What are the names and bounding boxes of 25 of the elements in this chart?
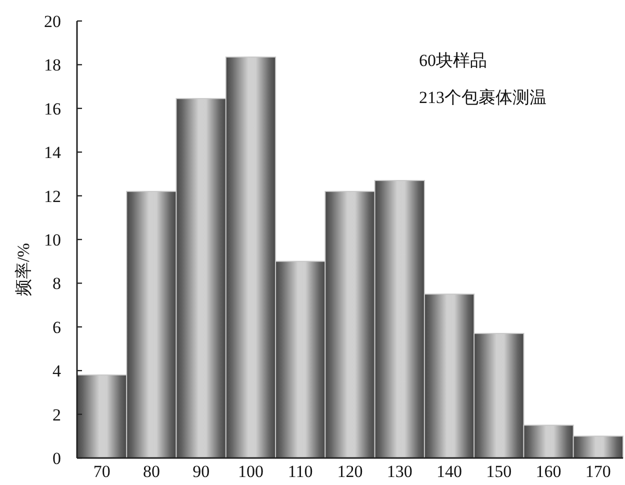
y-axis-title: 频率/% — [14, 243, 33, 296]
y-tick-label: 20 — [44, 12, 61, 31]
y-tick-label: 0 — [52, 449, 61, 468]
y-tick-label: 6 — [52, 318, 61, 337]
x-tick-label: 150 — [486, 462, 512, 481]
y-tick-label: 16 — [44, 99, 61, 118]
y-tick-label: 14 — [44, 143, 62, 162]
y-tick-label: 8 — [52, 274, 61, 294]
x-tick-label: 140 — [436, 462, 462, 481]
y-tick-label: 4 — [52, 362, 62, 381]
x-tick-label: 70 — [93, 462, 110, 481]
y-tick-label: 12 — [44, 186, 61, 206]
x-tick-label: 160 — [536, 462, 562, 481]
y-tick-label: 10 — [44, 230, 61, 250]
x-tick-label: 100 — [238, 462, 264, 481]
x-tick-label: 110 — [288, 462, 313, 481]
x-tick-label: 130 — [386, 462, 412, 481]
x-tick-label: 120 — [337, 462, 363, 481]
annotation: 60块样品 — [419, 51, 487, 70]
x-tick-label: 80 — [142, 462, 160, 481]
annotation: 213个包裹体测温 — [419, 88, 546, 107]
x-tick-label: 90 — [192, 462, 210, 481]
x-tick-label: 170 — [585, 462, 611, 481]
y-tick-label: 2 — [52, 405, 61, 424]
y-tick-label: 18 — [44, 56, 61, 75]
